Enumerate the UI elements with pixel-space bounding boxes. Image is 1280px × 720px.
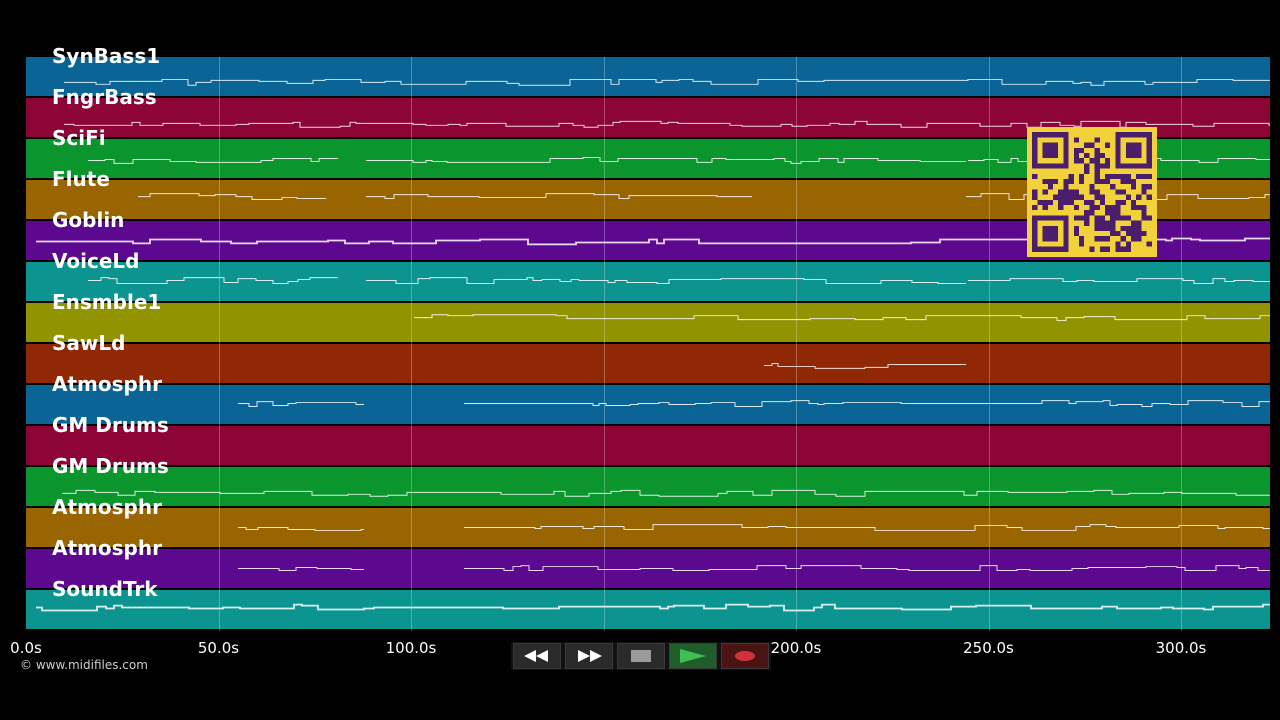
note-run	[366, 193, 752, 200]
stop-icon	[631, 650, 651, 662]
fast-forward-icon	[578, 650, 602, 662]
stop-button[interactable]	[617, 643, 665, 669]
track-name: GM Drums	[52, 413, 169, 437]
copyright-text: © www.midifiles.com	[20, 658, 148, 672]
track-name: SoundTrk	[52, 577, 158, 601]
track-notes	[62, 489, 1270, 497]
rewind-icon	[524, 650, 548, 662]
track-lane	[26, 262, 1270, 302]
note-run	[238, 401, 364, 407]
play-icon	[680, 649, 706, 663]
track-name: FngrBass	[52, 85, 157, 109]
rewind-button[interactable]	[513, 643, 561, 669]
play-button[interactable]	[669, 643, 717, 669]
tick-label: 200.0s	[770, 639, 822, 657]
note-run	[464, 400, 1270, 407]
note-run	[238, 567, 364, 571]
track-lane	[26, 549, 1270, 589]
track-notes	[238, 524, 1270, 531]
track-lane	[26, 344, 1270, 384]
grid-line	[796, 57, 797, 631]
grid-line	[603, 57, 605, 631]
note-run	[36, 603, 1270, 612]
track-notes	[238, 565, 1270, 571]
track-name: Goblin	[52, 208, 125, 232]
track-name: SynBass1	[52, 44, 161, 68]
track-notes	[414, 314, 1270, 322]
note-run	[464, 565, 1270, 571]
track-name: GM Drums	[52, 454, 169, 478]
tick-label: 300.0s	[1155, 639, 1207, 657]
track-notes	[88, 277, 1270, 284]
track-notes	[64, 120, 1270, 128]
track-lane	[26, 303, 1270, 343]
note-run	[64, 78, 1270, 86]
note-run	[238, 527, 364, 531]
track-name: SciFi	[52, 126, 106, 150]
track-name: Flute	[52, 167, 110, 191]
record-button[interactable]	[721, 643, 769, 669]
qr-code	[1027, 127, 1157, 257]
tick-label: 250.0s	[963, 639, 1014, 657]
transport-controls	[511, 642, 771, 670]
track-lane	[26, 426, 1270, 466]
note-run	[764, 363, 966, 369]
track-name: Atmosphr	[52, 372, 162, 396]
track-name: Ensmble1	[52, 290, 162, 314]
track-lane	[26, 385, 1270, 425]
note-run	[62, 489, 1270, 497]
note-run	[88, 277, 338, 284]
note-run	[366, 277, 966, 284]
tick-label: 50.0s	[197, 639, 240, 657]
grid-line	[218, 57, 220, 631]
tick-label: 100.0s	[385, 639, 437, 657]
track-lane	[26, 590, 1270, 630]
tick-label: 0.0s	[10, 639, 42, 657]
track-name: VoiceLd	[52, 249, 140, 273]
grid-line	[1181, 57, 1182, 631]
note-run	[366, 157, 966, 164]
track-notes	[26, 426, 1270, 465]
note-run	[88, 158, 338, 164]
fast-forward-button[interactable]	[565, 643, 613, 669]
track-lane	[26, 57, 1270, 97]
note-run	[138, 193, 326, 200]
track-notes	[36, 603, 1270, 612]
track-name: Atmosphr	[52, 536, 162, 560]
grid-line	[411, 57, 412, 631]
track-notes	[238, 400, 1270, 407]
track-notes	[764, 363, 966, 369]
grid-line	[988, 57, 990, 631]
track-name: SawLd	[52, 331, 126, 355]
note-run	[414, 314, 1270, 322]
track-notes	[64, 78, 1270, 86]
note-run	[968, 278, 1270, 284]
note-run	[64, 120, 1270, 128]
track-lane	[26, 467, 1270, 507]
note-run	[464, 524, 1270, 531]
track-name: Atmosphr	[52, 495, 162, 519]
record-icon	[735, 651, 755, 661]
track-lane	[26, 508, 1270, 548]
